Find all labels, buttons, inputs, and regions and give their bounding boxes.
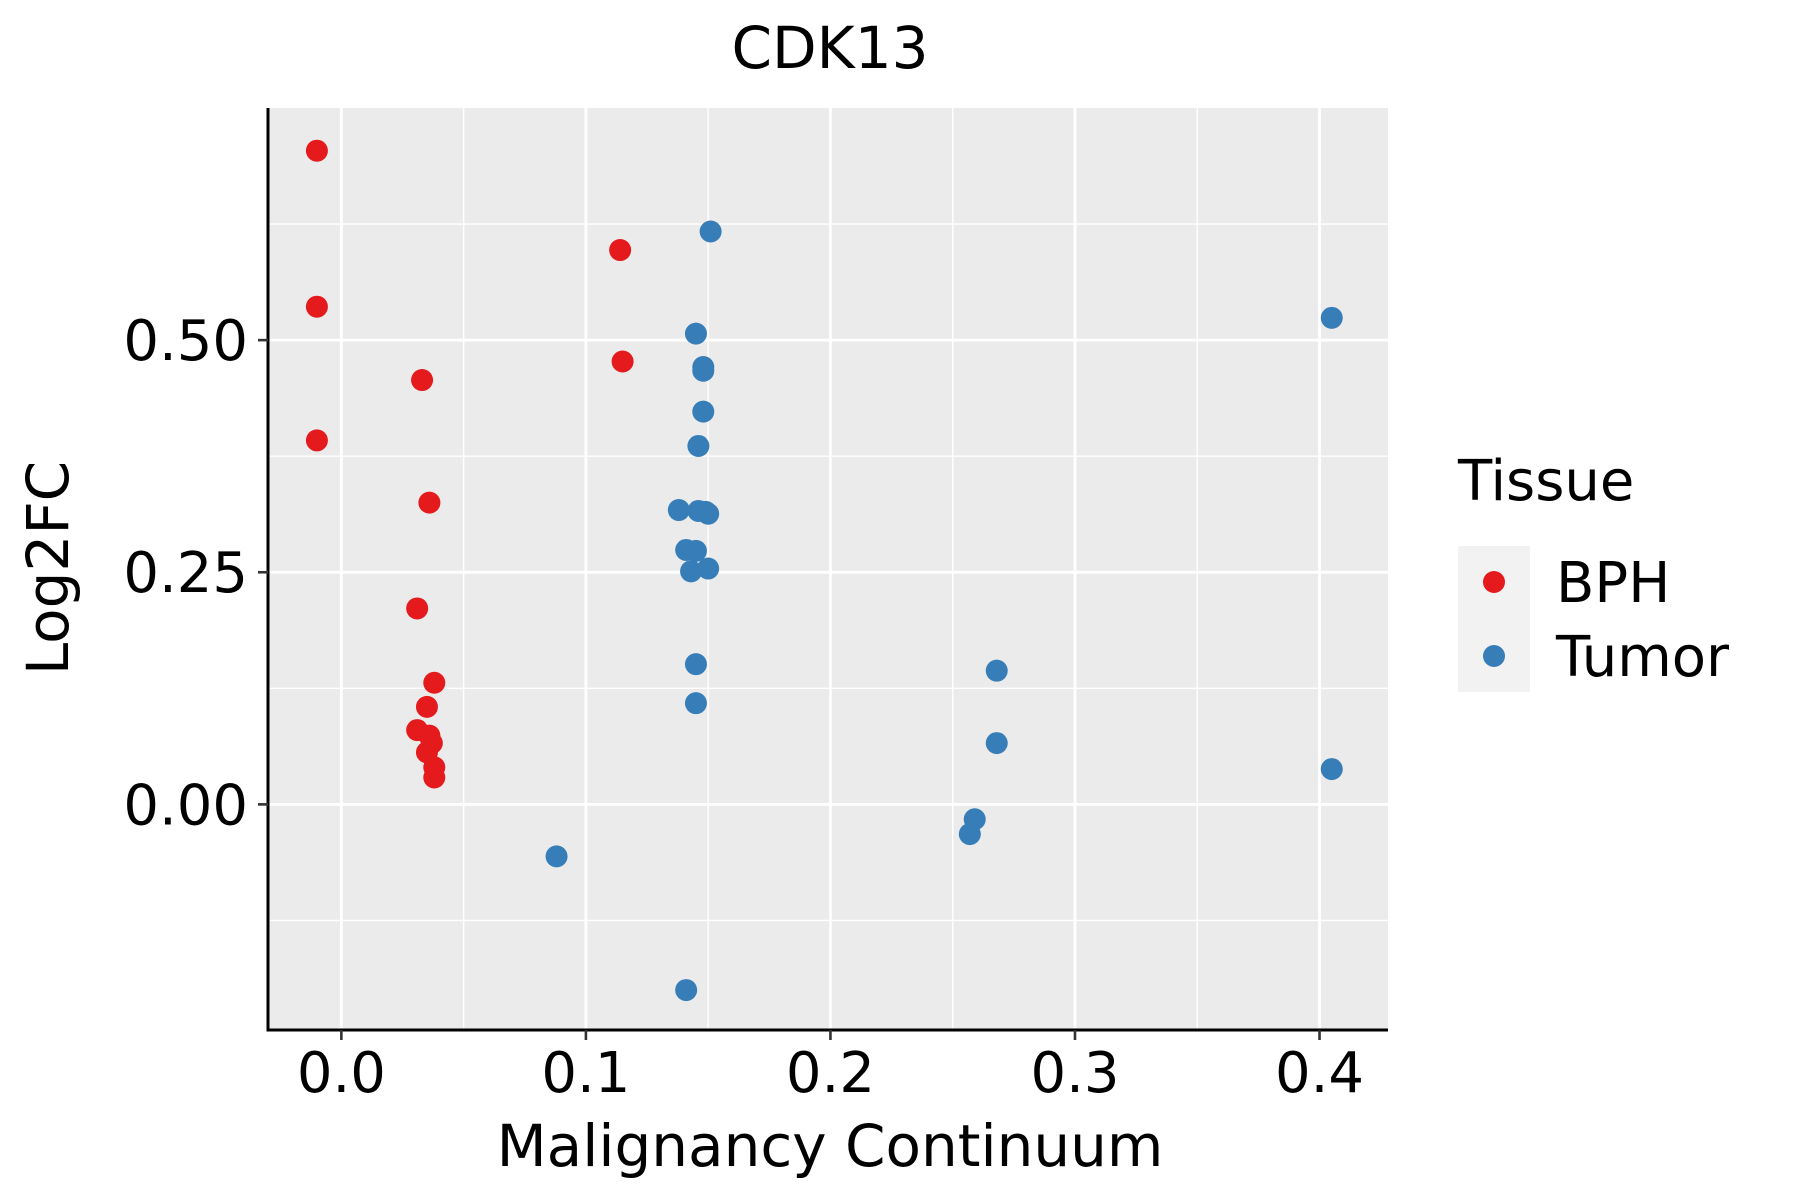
legend-key-background — [1458, 546, 1530, 692]
legend-title: Tissue — [1457, 449, 1634, 514]
y-axis-label: Log2FC — [14, 461, 82, 675]
point-bph — [609, 239, 632, 262]
point-tumor — [680, 560, 703, 583]
x-tick-label: 0.0 — [297, 1041, 386, 1106]
point-bph — [611, 350, 634, 373]
legend-key-bph — [1483, 571, 1505, 593]
point-tumor — [687, 434, 710, 457]
data-points — [305, 139, 1343, 1002]
point-tumor — [1320, 758, 1343, 781]
point-tumor — [697, 502, 720, 525]
point-tumor — [692, 400, 715, 423]
x-tick-label: 0.3 — [1030, 1041, 1119, 1106]
point-bph — [406, 597, 429, 620]
point-bph — [423, 766, 446, 789]
x-tick-label: 0.4 — [1275, 1041, 1364, 1106]
point-tumor — [675, 979, 698, 1002]
point-tumor — [697, 557, 720, 580]
plot-panel — [268, 108, 1388, 1030]
axes: 0.0 0.1 0.2 0.3 0.4 0.00 0.25 0.50 — [123, 108, 1388, 1106]
legend-label-bph: BPH — [1556, 551, 1670, 616]
point-tumor — [1320, 306, 1343, 329]
y-tick-label: 0.50 — [123, 309, 248, 374]
point-bph — [305, 139, 328, 162]
point-tumor — [985, 659, 1008, 682]
point-tumor — [545, 845, 568, 868]
point-tumor — [667, 499, 690, 522]
y-tick-label: 0.00 — [123, 773, 248, 838]
point-bph — [305, 295, 328, 318]
point-bph — [411, 369, 434, 392]
point-tumor — [684, 692, 707, 715]
chart-title: CDK13 — [732, 14, 929, 82]
point-tumor — [958, 823, 981, 846]
y-tick-label: 0.25 — [123, 541, 248, 606]
point-tumor — [985, 732, 1008, 755]
x-axis-label: Malignancy Continuum — [497, 1112, 1164, 1180]
legend-label-tumor: Tumor — [1555, 625, 1730, 690]
x-tick-label: 0.1 — [541, 1041, 630, 1106]
point-bph — [305, 429, 328, 452]
point-tumor — [699, 220, 722, 243]
point-tumor — [684, 322, 707, 345]
panel-background — [268, 108, 1388, 1030]
point-bph — [423, 671, 446, 694]
point-tumor — [684, 539, 707, 562]
point-bph — [418, 491, 441, 514]
point-bph — [415, 695, 438, 718]
point-tumor — [684, 653, 707, 676]
legend: Tissue BPH Tumor — [1457, 449, 1730, 692]
point-tumor — [692, 359, 715, 382]
x-tick-label: 0.2 — [786, 1041, 875, 1106]
legend-key-tumor — [1483, 645, 1505, 667]
